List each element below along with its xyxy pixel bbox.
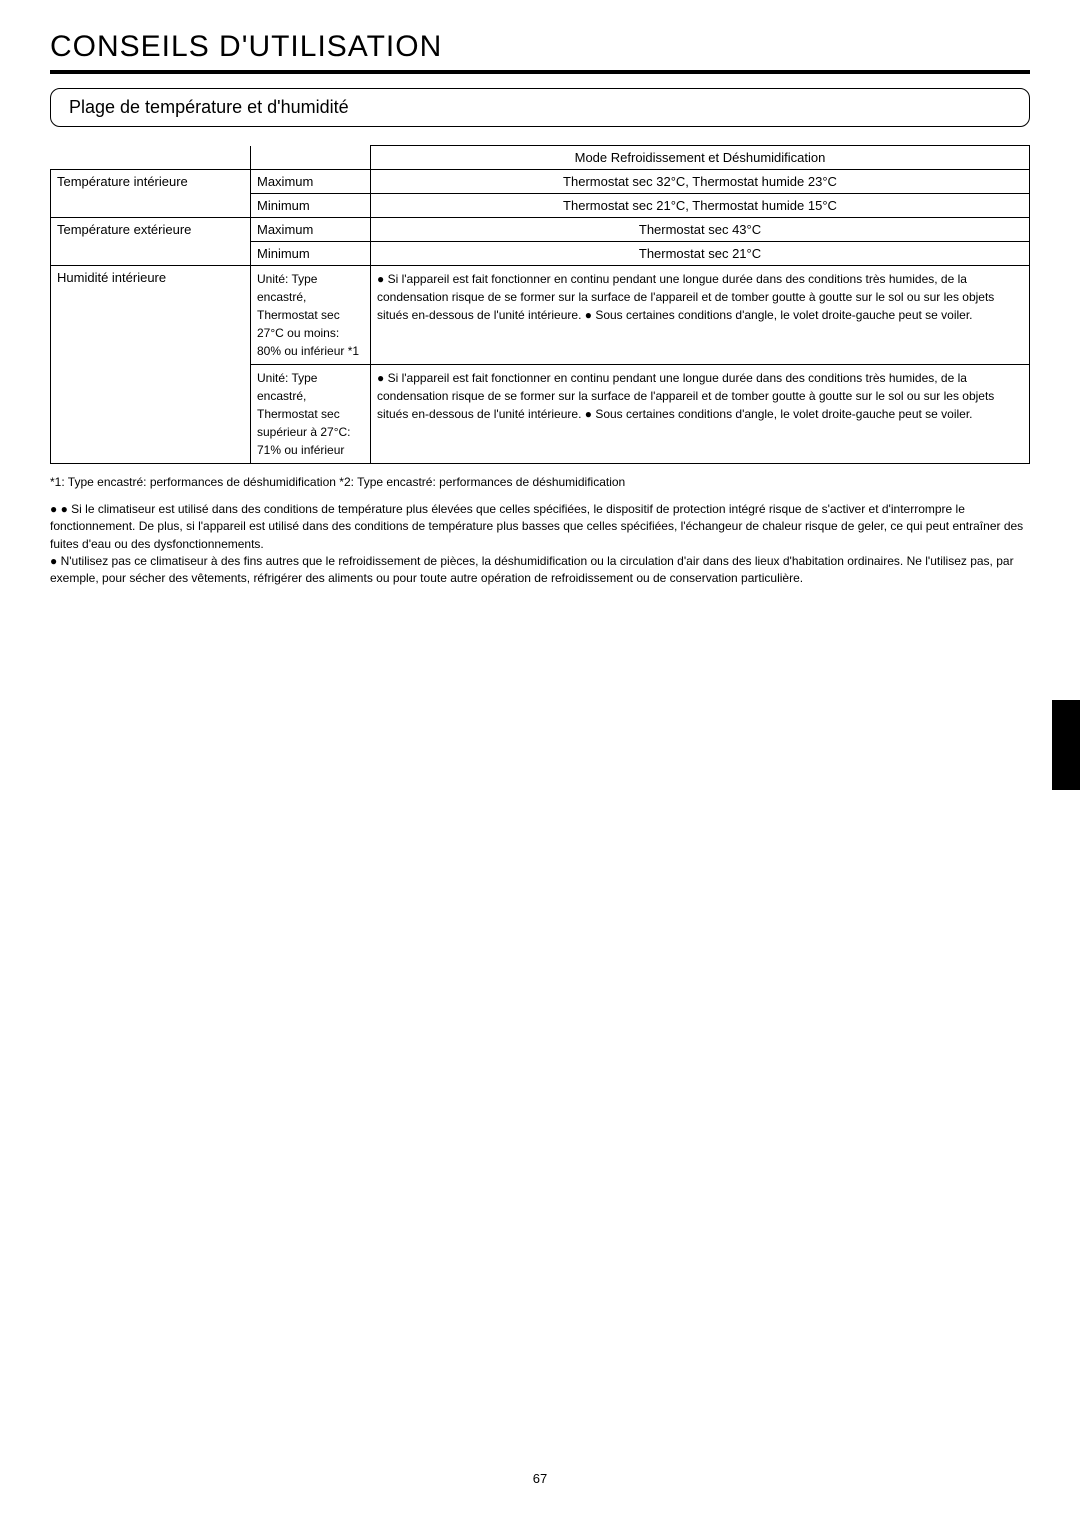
row-condition: Unité: Type encastré, Thermostat sec sup… [251,365,371,464]
side-tab [1052,700,1080,790]
row-label: Température intérieure [51,170,251,218]
row-condition: Minimum [251,242,371,266]
section-subtitle: Plage de température et d'humidité [50,88,1030,127]
table-row: Mode Refroidissement et Déshumidificatio… [51,146,1030,170]
row-label: Température extérieure [51,218,251,266]
row-value: ● Si l'appareil est fait fonctionner en … [371,266,1030,365]
bullet-text: ● N'utilisez pas ce climatiseur à des fi… [50,553,1030,588]
table-row: Température intérieure Maximum Thermosta… [51,170,1030,194]
bullet-text: ● ● Si le climatiseur est utilisé dans d… [50,501,1030,553]
title-underline [50,70,1030,74]
row-label: Humidité intérieure [51,266,251,464]
list-item: ● ● Si le climatiseur est utilisé dans d… [50,501,1030,553]
table-row: Température extérieure Maximum Thermosta… [51,218,1030,242]
row-value: Thermostat sec 21°C, Thermostat humide 1… [371,194,1030,218]
page-number: 67 [0,1471,1080,1486]
spec-table: Mode Refroidissement et Déshumidificatio… [50,145,1030,464]
row-condition: Maximum [251,170,371,194]
row-condition: Minimum [251,194,371,218]
mode-header: Mode Refroidissement et Déshumidificatio… [371,146,1030,170]
row-value: Thermostat sec 21°C [371,242,1030,266]
bullet-list: ● ● Si le climatiseur est utilisé dans d… [50,501,1030,588]
table-footnotes: *1: Type encastré: performances de déshu… [50,474,1030,491]
row-condition: Unité: Type encastré, Thermostat sec 27°… [251,266,371,365]
table-row: Humidité intérieure Unité: Type encastré… [51,266,1030,365]
row-value: Thermostat sec 32°C, Thermostat humide 2… [371,170,1030,194]
row-condition: Maximum [251,218,371,242]
row-value: Thermostat sec 43°C [371,218,1030,242]
row-value: ● Si l'appareil est fait fonctionner en … [371,365,1030,464]
list-item: ● N'utilisez pas ce climatiseur à des fi… [50,553,1030,588]
page-title: CONSEILS D'UTILISATION [50,30,1030,64]
